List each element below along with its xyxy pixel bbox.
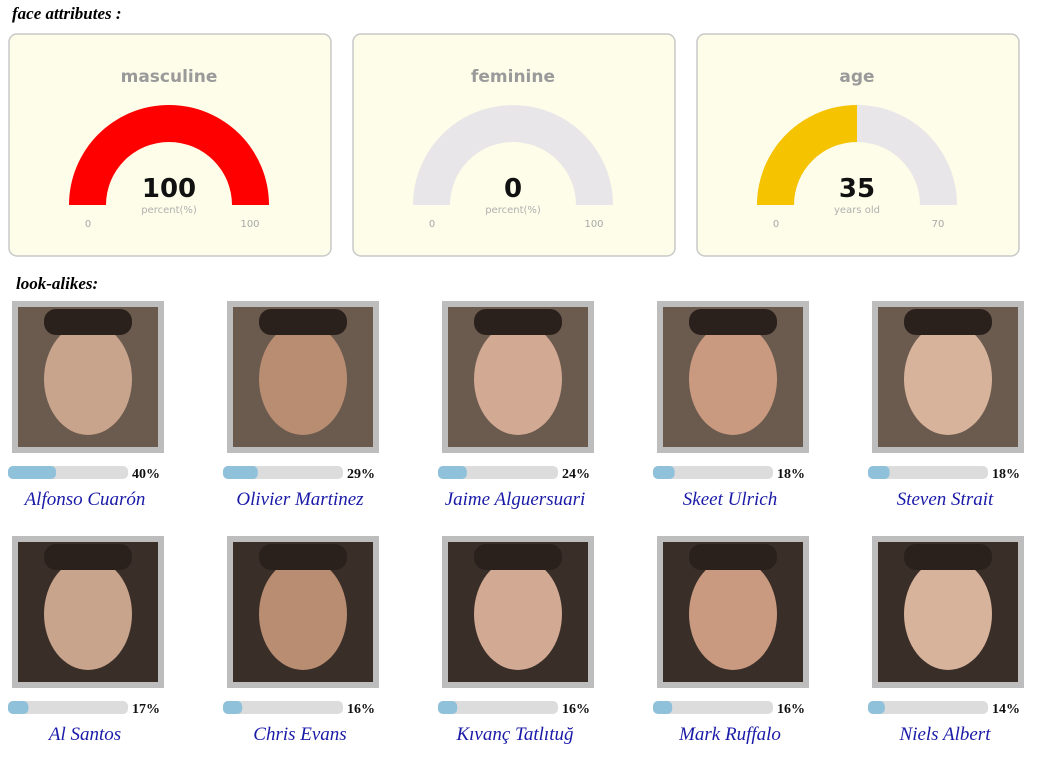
gauge-min: 0 [773, 219, 779, 230]
score-track [653, 701, 773, 714]
score-bar [868, 701, 885, 714]
person-name[interactable]: Niels Albert [899, 724, 992, 745]
photo-face [689, 323, 777, 435]
photo-hair [44, 544, 132, 570]
gauge-min: 0 [85, 219, 91, 230]
score-label: 40% [132, 467, 160, 482]
score-label: 16% [562, 702, 590, 717]
lookalikes-title: look-alikes: [16, 274, 98, 293]
photo-face [904, 323, 992, 435]
score-track [438, 466, 558, 479]
person-name[interactable]: Mark Ruffalo [678, 724, 781, 745]
person-name[interactable]: Kıvanç Tatlıtuğ [455, 724, 573, 745]
score-track [868, 466, 988, 479]
person-name[interactable]: Al Santos [47, 724, 121, 745]
score-label: 29% [347, 467, 375, 482]
score-bar [438, 701, 458, 714]
gauge-track [413, 105, 613, 205]
gauge-value: 100 [142, 174, 196, 204]
gauge-max: 100 [240, 219, 259, 230]
photo-hair [904, 544, 992, 570]
gauge-arc [69, 105, 269, 205]
photo-face [259, 558, 347, 670]
gauge-title: masculine [121, 67, 218, 87]
photo-hair [474, 544, 562, 570]
score-track [8, 701, 128, 714]
score-track [653, 466, 773, 479]
gauge-title: age [839, 67, 874, 87]
score-label: 16% [347, 702, 375, 717]
score-bar [868, 466, 890, 479]
score-label: 14% [992, 702, 1020, 717]
photo-face [474, 558, 562, 670]
gauge-arc [757, 105, 857, 205]
gauge-title: feminine [471, 67, 555, 87]
gauge-unit: percent(%) [485, 205, 541, 216]
score-label: 24% [562, 467, 590, 482]
person-name[interactable]: Steven Strait [897, 489, 994, 510]
photo-hair [44, 309, 132, 335]
score-bar [653, 701, 673, 714]
photo-face [44, 323, 132, 435]
gauge-max: 70 [932, 219, 945, 230]
gauge-unit: years old [834, 205, 880, 216]
photo-face [689, 558, 777, 670]
gauge-unit: percent(%) [141, 205, 197, 216]
score-bar [438, 466, 467, 479]
score-bar [8, 466, 56, 479]
score-bar [223, 466, 258, 479]
score-label: 16% [777, 702, 805, 717]
photo-hair [689, 309, 777, 335]
gauge-max: 100 [584, 219, 603, 230]
person-name[interactable]: Olivier Martinez [236, 489, 364, 510]
score-bar [223, 701, 243, 714]
photo-hair [474, 309, 562, 335]
score-track [868, 701, 988, 714]
photo-hair [689, 544, 777, 570]
photo-hair [259, 309, 347, 335]
score-track [438, 701, 558, 714]
photo-hair [904, 309, 992, 335]
photo-face [474, 323, 562, 435]
gauge-value: 0 [504, 174, 522, 204]
photo-hair [259, 544, 347, 570]
score-bar [653, 466, 675, 479]
score-label: 18% [777, 467, 805, 482]
score-label: 17% [132, 702, 160, 717]
photo-face [904, 558, 992, 670]
score-bar [8, 701, 29, 714]
gauge-value: 35 [839, 174, 875, 204]
person-name[interactable]: Skeet Ulrich [683, 489, 777, 510]
photo-face [259, 323, 347, 435]
person-name[interactable]: Jaime Alguersuari [445, 489, 586, 510]
photo-face [44, 558, 132, 670]
header-title: face attributes : [12, 4, 122, 23]
person-name[interactable]: Chris Evans [253, 724, 346, 745]
gauge-min: 0 [429, 219, 435, 230]
score-label: 18% [992, 467, 1020, 482]
score-track [223, 701, 343, 714]
person-name[interactable]: Alfonso Cuarón [23, 489, 146, 510]
